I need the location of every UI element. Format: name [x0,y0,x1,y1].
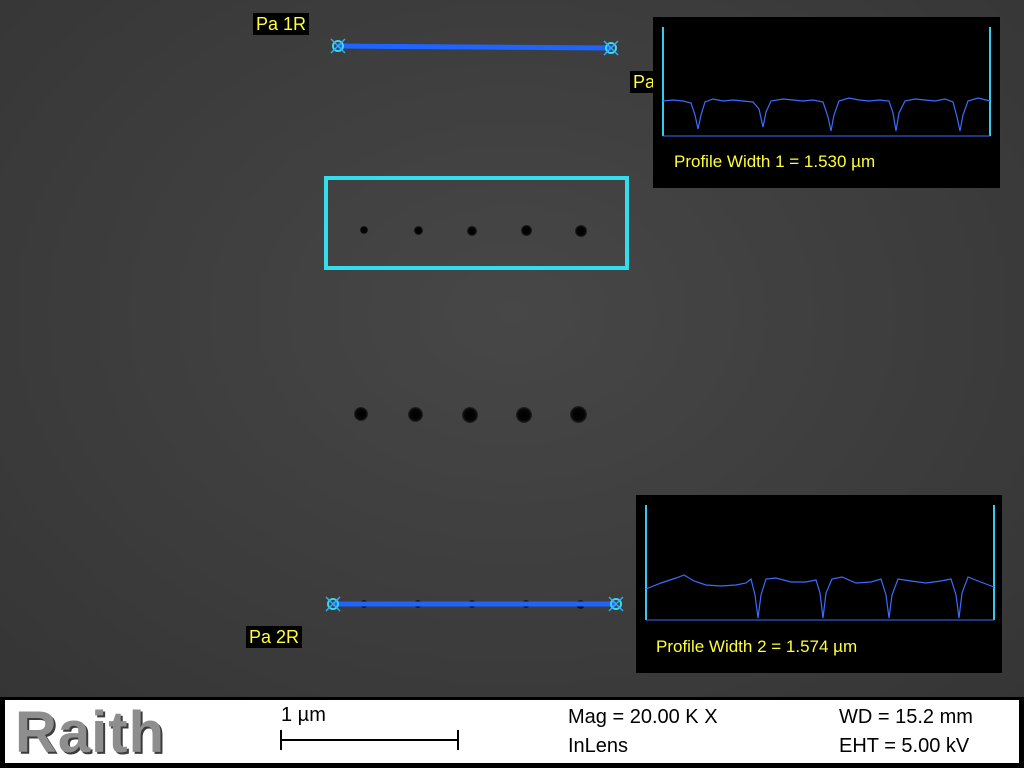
hole [462,407,478,423]
profile-line-2[interactable] [325,596,624,612]
endpoint-handle[interactable] [605,42,617,54]
working-distance-readout: WD = 15.2 mm [839,706,973,728]
hole [354,407,368,421]
endpoint-handle[interactable] [327,598,339,610]
profile-line-1[interactable] [330,38,619,56]
eht-readout: EHT = 5.00 kV [839,735,970,757]
raith-logo: Raith [15,700,165,765]
profile-width-1-readout: Profile Width 1 = 1.530 µm [674,152,876,171]
data-bar-panel: Raith 1 µm Mag = 20.00 K X InLens WD = 1… [5,700,1019,765]
marker-label-pa1r: Pa 1R [253,13,310,35]
hole [408,407,423,422]
hole [570,406,587,423]
measurement-overlay [324,38,629,612]
scale-bar-tick-right [457,730,459,750]
profile-panel-2: Profile Width 2 = 1.574 µm [636,495,1002,673]
hole [575,225,587,237]
hole [516,407,532,423]
sem-image-viewport[interactable]: Pa 1R Pa 2R Pa Profile Width 1 = 1.530 µ… [0,0,1024,697]
scale-bar-tick-left [280,730,282,750]
scale-bar [281,739,458,741]
hole [414,226,423,235]
endpoint-handle[interactable] [332,40,344,52]
marker-label-pa2r: Pa 2R [246,626,303,648]
scale-bar-label: 1 µm [281,704,326,726]
marker-label-pa-partial: Pa [630,71,659,93]
profile-panel-1: Profile Width 1 = 1.530 µm [653,17,1000,188]
hole [521,225,532,236]
detector-readout: InLens [568,735,629,757]
profile-plot-1 [662,27,991,137]
profile-width-2-readout: Profile Width 2 = 1.574 µm [656,637,858,656]
hole [360,226,368,234]
roi-box[interactable] [324,176,629,270]
magnification-readout: Mag = 20.00 K X [568,706,718,728]
hole [467,226,477,236]
data-bar: Raith 1 µm Mag = 20.00 K X InLens WD = 1… [0,697,1024,768]
endpoint-handle[interactable] [610,598,622,610]
profile-plot-2 [645,505,995,621]
